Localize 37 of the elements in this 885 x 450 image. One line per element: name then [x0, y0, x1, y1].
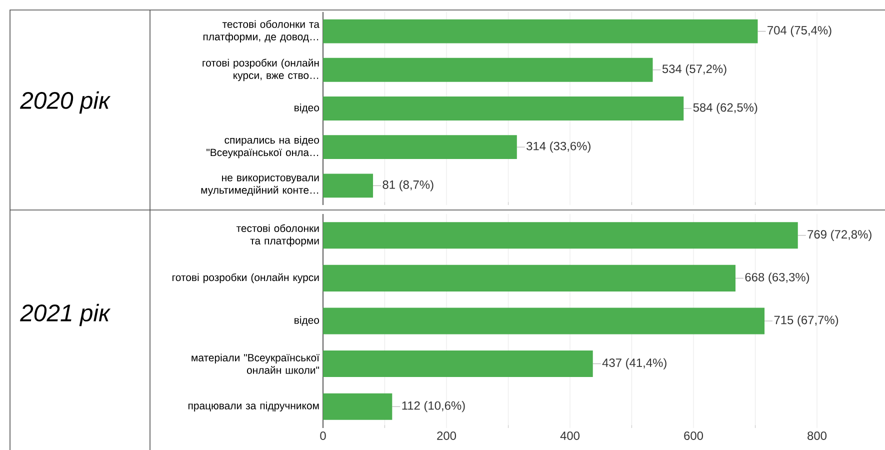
- y-tick-label: матеріали "Всеукраїнської онлайн школи": [192, 354, 320, 374]
- data-label: 715 (67,7%): [774, 315, 838, 327]
- data-label: 437 (41,4%): [602, 358, 666, 370]
- x-tick-label: 800: [808, 432, 827, 440]
- data-label: 769 (72,8%): [808, 230, 872, 241]
- bar: [323, 19, 758, 44]
- bar: [323, 96, 684, 120]
- data-label: 584 (62,5%): [693, 102, 758, 114]
- x-tick-label: 200: [437, 432, 456, 440]
- x-tick-label: 600: [684, 432, 704, 440]
- y-tick-label: готові розробки (онлайн курси, вже ство…: [202, 58, 319, 82]
- data-label: 81 (8,7%): [382, 180, 434, 192]
- x-tick-label: 400: [560, 432, 580, 440]
- y-tick-label: не використовували мультимедійний конте…: [201, 176, 319, 196]
- text: 2020 рік: [20, 91, 111, 114]
- y-tick-label: тестові оболонки та платформи: [236, 224, 319, 247]
- bar: [323, 174, 374, 198]
- y-tick-label: працювали за підручником: [188, 402, 319, 412]
- data-label: 314 (33,6%): [526, 142, 590, 153]
- bar: [323, 393, 392, 420]
- bar: [323, 222, 798, 249]
- text: 2021 рік: [20, 304, 111, 326]
- y-tick-label: відео: [294, 104, 320, 114]
- bar: [323, 264, 736, 292]
- y-tick-label: готові розробки (онлайн курси: [172, 273, 319, 284]
- y-tick-label: тестові оболонки та платформи, де довод…: [203, 20, 320, 42]
- bar: [323, 308, 765, 334]
- x-tick-label: 0: [320, 432, 326, 440]
- bar: [323, 58, 653, 82]
- data-label: 668 (63,3%): [745, 272, 810, 284]
- y-tick-label: спирались на відео "Всеукраїнської онла…: [206, 136, 320, 158]
- y-tick-label: відео: [294, 316, 320, 326]
- data-label: 112 (10,6%): [402, 401, 465, 412]
- bar: [323, 135, 517, 160]
- data-label: 704 (75,4%): [768, 26, 832, 37]
- bar: [323, 350, 593, 378]
- data-label: 534 (57,2%): [662, 64, 726, 76]
